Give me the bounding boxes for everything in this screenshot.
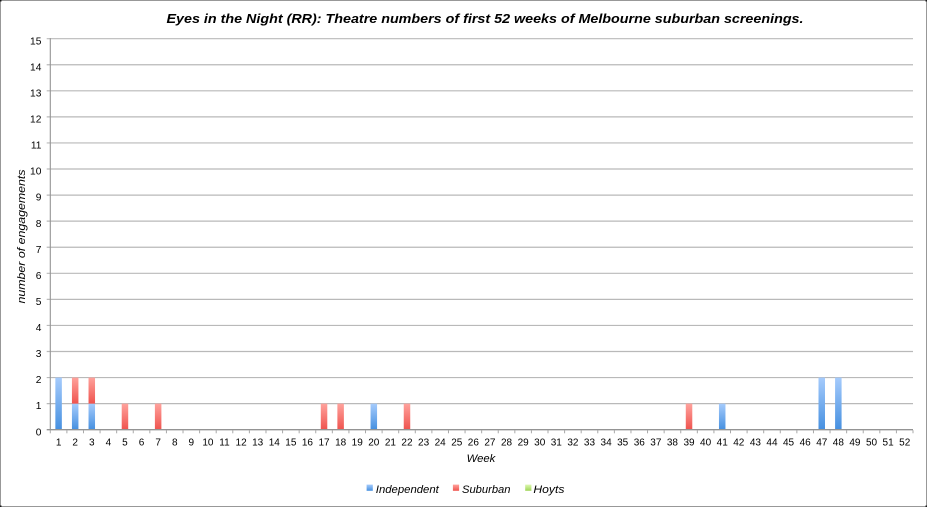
svg-text:50: 50 <box>866 437 878 448</box>
svg-text:35: 35 <box>617 437 629 448</box>
svg-text:1: 1 <box>36 401 42 412</box>
svg-text:34: 34 <box>601 437 613 448</box>
svg-text:46: 46 <box>800 437 812 448</box>
svg-text:Hoyts: Hoyts <box>533 484 564 496</box>
svg-text:12: 12 <box>236 437 248 448</box>
svg-text:14: 14 <box>30 62 42 73</box>
svg-text:8: 8 <box>36 219 42 230</box>
svg-text:51: 51 <box>883 437 895 448</box>
svg-text:13: 13 <box>252 437 264 448</box>
svg-text:15: 15 <box>30 36 42 47</box>
svg-text:15: 15 <box>285 437 297 448</box>
svg-text:47: 47 <box>816 437 828 448</box>
svg-text:41: 41 <box>717 437 729 448</box>
svg-text:48: 48 <box>833 437 845 448</box>
svg-text:18: 18 <box>335 437 347 448</box>
svg-text:45: 45 <box>783 437 795 448</box>
svg-text:Independent: Independent <box>376 484 440 496</box>
svg-text:11: 11 <box>219 437 230 448</box>
svg-text:4: 4 <box>106 437 112 448</box>
svg-text:10: 10 <box>202 437 214 448</box>
svg-text:17: 17 <box>318 437 330 448</box>
svg-text:24: 24 <box>435 437 447 448</box>
svg-text:7: 7 <box>155 437 161 448</box>
svg-text:23: 23 <box>418 437 430 448</box>
svg-text:12: 12 <box>30 115 42 126</box>
svg-text:7: 7 <box>36 245 42 256</box>
svg-text:27: 27 <box>484 437 496 448</box>
svg-text:22: 22 <box>401 437 413 448</box>
svg-text:11: 11 <box>31 141 42 152</box>
svg-text:16: 16 <box>302 437 314 448</box>
svg-text:2: 2 <box>72 437 78 448</box>
svg-text:5: 5 <box>36 297 42 308</box>
svg-text:2: 2 <box>36 375 42 386</box>
svg-text:5: 5 <box>122 437 128 448</box>
svg-text:31: 31 <box>551 437 563 448</box>
svg-text:1: 1 <box>56 437 62 448</box>
svg-text:14: 14 <box>269 437 281 448</box>
svg-text:30: 30 <box>534 437 546 448</box>
svg-text:33: 33 <box>584 437 596 448</box>
svg-text:13: 13 <box>30 88 42 99</box>
svg-text:Week: Week <box>467 453 497 465</box>
svg-text:0: 0 <box>36 427 42 438</box>
svg-text:9: 9 <box>189 437 195 448</box>
svg-text:8: 8 <box>172 437 178 448</box>
svg-text:3: 3 <box>89 437 95 448</box>
svg-text:39: 39 <box>683 437 695 448</box>
svg-text:19: 19 <box>352 437 364 448</box>
svg-text:9: 9 <box>36 193 42 204</box>
svg-text:28: 28 <box>501 437 513 448</box>
svg-text:6: 6 <box>139 437 145 448</box>
svg-text:Eyes in the Night (RR): Theatr: Eyes in the Night (RR): Theatre numbers … <box>167 12 804 26</box>
svg-text:32: 32 <box>567 437 579 448</box>
svg-text:40: 40 <box>700 437 712 448</box>
svg-text:29: 29 <box>518 437 530 448</box>
svg-text:number of engagements: number of engagements <box>16 169 28 303</box>
svg-text:44: 44 <box>766 437 778 448</box>
svg-text:6: 6 <box>36 271 42 282</box>
svg-text:Suburban: Suburban <box>462 484 511 496</box>
svg-text:3: 3 <box>36 349 42 360</box>
svg-text:25: 25 <box>451 437 463 448</box>
svg-text:42: 42 <box>733 437 745 448</box>
svg-text:21: 21 <box>385 437 397 448</box>
svg-text:52: 52 <box>899 437 911 448</box>
svg-text:38: 38 <box>667 437 679 448</box>
svg-text:4: 4 <box>36 323 42 334</box>
svg-text:20: 20 <box>368 437 380 448</box>
svg-text:49: 49 <box>849 437 861 448</box>
svg-text:26: 26 <box>468 437 480 448</box>
svg-text:43: 43 <box>750 437 762 448</box>
svg-text:36: 36 <box>634 437 646 448</box>
svg-text:37: 37 <box>650 437 662 448</box>
svg-text:10: 10 <box>30 167 42 178</box>
